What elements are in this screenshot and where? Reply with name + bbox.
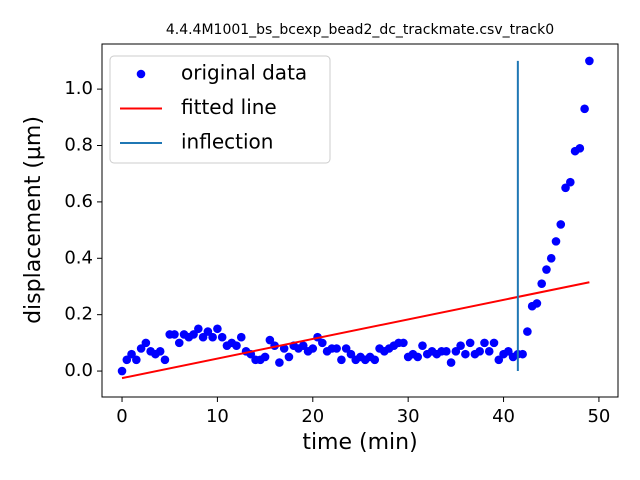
data-point — [265, 335, 275, 345]
y-tick-label: 1.0 — [64, 78, 93, 99]
data-point — [208, 332, 217, 342]
data-point — [494, 355, 504, 365]
data-point — [160, 355, 170, 365]
data-point — [298, 341, 308, 350]
data-point — [217, 332, 227, 342]
data-point — [461, 349, 470, 359]
plot-frame — [101, 43, 619, 398]
data-point — [446, 358, 456, 367]
data-point — [542, 265, 551, 274]
data-point — [189, 330, 198, 339]
y-axis-label: displacement (µm) — [21, 116, 46, 324]
y-tick-label: 0.6 — [64, 191, 93, 212]
data-point — [532, 299, 542, 308]
data-point — [442, 347, 451, 356]
data-point — [456, 341, 465, 350]
data-point — [132, 355, 141, 365]
data-point — [174, 338, 184, 348]
data-point — [318, 338, 327, 348]
data-point — [489, 338, 499, 348]
data-point — [575, 144, 585, 153]
data-point — [370, 355, 380, 365]
legend-label: inflection — [181, 130, 273, 154]
data-point — [170, 330, 179, 339]
data-point — [260, 352, 270, 362]
data-point — [279, 344, 289, 353]
y-tick-label: 0.2 — [64, 304, 93, 325]
data-point — [141, 338, 151, 348]
data-point — [346, 349, 356, 359]
data-point — [551, 237, 561, 246]
y-tick-label: 0.0 — [64, 360, 93, 381]
data-point — [198, 332, 208, 342]
data-point — [275, 358, 284, 367]
data-point — [341, 344, 351, 353]
data-point — [203, 327, 213, 336]
data-point — [537, 279, 546, 288]
chart-title: 4.4.4M1001_bs_bcexp_bead2_dc_trackmate.c… — [166, 22, 554, 38]
x-tick-label: 50 — [587, 406, 610, 427]
legend-label: fitted line — [181, 95, 277, 119]
data-point — [127, 349, 136, 359]
data-point — [155, 347, 165, 356]
data-point — [122, 355, 132, 365]
data-point — [546, 253, 556, 263]
data-point — [518, 349, 527, 359]
data-point — [117, 366, 127, 376]
data-point — [484, 347, 494, 356]
data-point — [284, 352, 294, 362]
series-line — [121, 281, 590, 380]
data-point — [213, 324, 222, 334]
legend-label: original data — [181, 61, 307, 85]
data-point — [580, 104, 589, 114]
x-tick-label: 0 — [116, 406, 127, 427]
y-tick-label: 0.8 — [64, 135, 93, 156]
legend-box — [109, 55, 331, 164]
data-point — [475, 347, 485, 356]
data-point — [418, 341, 427, 350]
data-point — [523, 327, 532, 336]
x-axis-label: time (min) — [302, 430, 417, 455]
data-point — [480, 338, 489, 348]
data-point — [413, 352, 423, 362]
data-point — [566, 177, 575, 187]
data-point — [504, 347, 513, 356]
x-tick-label: 30 — [397, 406, 420, 427]
x-tick-label: 20 — [301, 406, 324, 427]
data-point — [308, 344, 318, 353]
data-point — [561, 183, 570, 193]
data-point — [194, 324, 203, 334]
data-point — [337, 355, 346, 365]
x-tick-label: 40 — [492, 406, 515, 427]
data-point — [585, 56, 594, 66]
x-tick-label: 10 — [206, 406, 229, 427]
data-point — [465, 338, 475, 348]
data-point — [399, 338, 408, 348]
y-tick-label: 0.4 — [64, 247, 93, 268]
data-point — [136, 344, 146, 353]
data-point — [232, 341, 241, 350]
data-point — [236, 332, 246, 342]
data-point — [451, 347, 461, 356]
data-point — [332, 344, 341, 353]
legend-marker — [136, 69, 146, 79]
data-point — [556, 220, 566, 229]
